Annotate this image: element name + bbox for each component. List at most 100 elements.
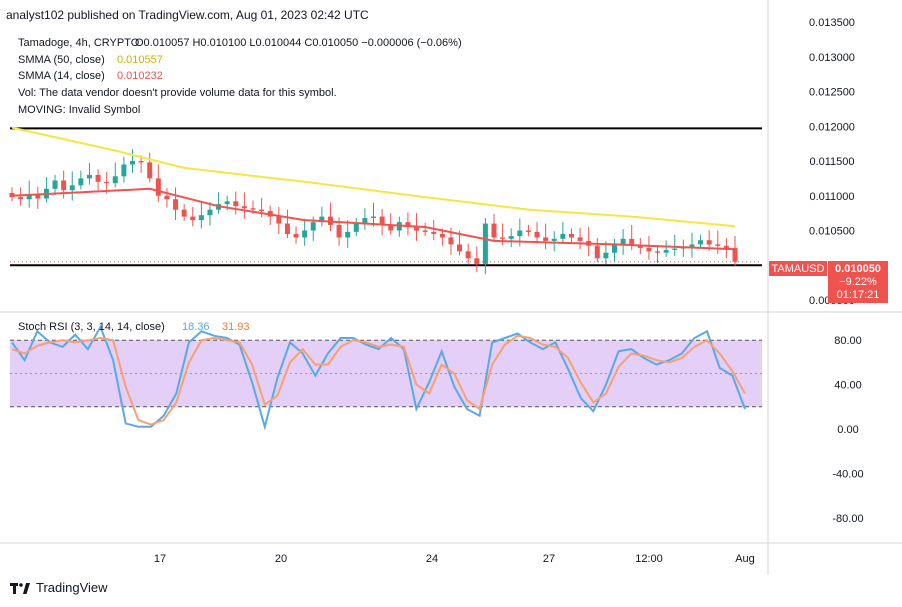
candle-body bbox=[53, 180, 58, 188]
candle-body bbox=[457, 244, 462, 251]
candle-body bbox=[664, 250, 669, 253]
candle-body bbox=[311, 222, 316, 230]
tradingview-logo-icon bbox=[10, 581, 30, 595]
time-tick-label: 17 bbox=[154, 553, 166, 565]
candle-body bbox=[96, 175, 101, 182]
footer-brand-label: TradingView bbox=[36, 580, 108, 595]
candle-body bbox=[371, 217, 376, 218]
rsi-legend-label: Stoch RSI (3, 3, 14, 14, close) bbox=[18, 321, 165, 333]
rsi-tick-label: 40.00 bbox=[834, 380, 862, 392]
candle-body bbox=[190, 217, 195, 220]
candle-body bbox=[543, 237, 548, 240]
candle-body bbox=[569, 234, 574, 237]
candle-body bbox=[156, 178, 161, 195]
time-tick-label: 12:00 bbox=[635, 553, 663, 565]
candle-body bbox=[113, 176, 118, 183]
candle-body bbox=[242, 206, 247, 208]
candle-body bbox=[337, 225, 342, 238]
price-tick-label: 0.011000 bbox=[809, 191, 854, 203]
rsi-tick-label: -80.00 bbox=[832, 513, 863, 525]
price-tick-label: 0.011500 bbox=[809, 156, 854, 168]
candle-body bbox=[207, 210, 212, 216]
rsi-tick-label: 80.00 bbox=[834, 335, 862, 347]
candle-body bbox=[130, 161, 135, 164]
candle-body bbox=[431, 232, 436, 234]
candle-body bbox=[621, 239, 626, 245]
rsi-legend-d-value: 31.93 bbox=[222, 321, 250, 333]
candle-body bbox=[294, 234, 299, 237]
candle-body bbox=[276, 217, 281, 224]
price-tick-label: 0.013000 bbox=[809, 52, 855, 64]
candle-body bbox=[578, 237, 583, 240]
candle-body bbox=[233, 201, 238, 206]
candle-body bbox=[354, 224, 359, 232]
legend-ohlc: O0.010057 H0.010100 L0.010044 C0.010050 … bbox=[135, 37, 462, 49]
candle-body bbox=[603, 253, 608, 259]
candle-body bbox=[517, 231, 522, 237]
candle-body bbox=[147, 162, 152, 178]
price-tick-label: 0.012500 bbox=[809, 87, 855, 99]
candle-body bbox=[492, 224, 497, 238]
legend-smma14-value: 0.010232 bbox=[117, 70, 163, 82]
candle-body bbox=[345, 232, 350, 238]
candle-body bbox=[474, 258, 479, 264]
candle-body bbox=[423, 231, 428, 232]
rsi-tick-label: -40.00 bbox=[832, 468, 863, 480]
price-tick-label: 0.012000 bbox=[809, 121, 855, 133]
chart-area: 0.013500 0.013000 0.012500 0.012000 0.011500… bbox=[0, 0, 902, 607]
candle-body bbox=[560, 234, 565, 239]
price-tick-label: 0.013500 bbox=[809, 17, 855, 29]
candle-body bbox=[715, 244, 720, 245]
symbol-tag-label: TAMAUSD bbox=[772, 263, 825, 275]
candle-body bbox=[612, 244, 617, 252]
candle-body bbox=[509, 236, 514, 239]
candle-body bbox=[526, 231, 531, 232]
price-tag-countdown: 01:17:21 bbox=[837, 289, 880, 301]
time-tick-label: 27 bbox=[543, 553, 555, 565]
candle-body bbox=[707, 240, 712, 244]
candle-body bbox=[672, 249, 677, 250]
candle-body bbox=[182, 210, 187, 217]
price-tag-change: −9.22% bbox=[839, 276, 877, 288]
rsi-tick-label: 0.00 bbox=[837, 424, 858, 436]
candle-body bbox=[173, 199, 178, 209]
publish-info: analyst102 published on TradingView.com,… bbox=[6, 8, 369, 22]
candle-body bbox=[259, 210, 264, 211]
legend-smma50-label: SMMA (50, close) bbox=[18, 54, 105, 66]
candle-body bbox=[164, 196, 169, 199]
candle-body bbox=[302, 231, 307, 238]
candle-body bbox=[535, 232, 540, 238]
candle-body bbox=[61, 180, 66, 190]
candle-body bbox=[139, 161, 144, 162]
candle-body bbox=[70, 185, 75, 190]
candle-body bbox=[500, 237, 505, 238]
candle-body bbox=[483, 224, 488, 264]
price-tick-label: 0.010500 bbox=[809, 226, 855, 238]
candle-body bbox=[595, 246, 600, 259]
candle-body bbox=[466, 251, 471, 258]
candle-body bbox=[78, 178, 83, 185]
candle-body bbox=[285, 224, 290, 234]
legend-smma50-value: 0.010557 bbox=[117, 54, 163, 66]
legend-moving: MOVING: Invalid Symbol bbox=[18, 104, 140, 116]
candle-body bbox=[87, 175, 92, 178]
candle-body bbox=[440, 234, 445, 237]
candle-body bbox=[18, 197, 23, 199]
rsi-legend-k-value: 18.36 bbox=[182, 321, 210, 333]
price-tag-price: 0.010050 bbox=[835, 263, 881, 275]
time-tick-label: Aug bbox=[735, 553, 755, 565]
candle-body bbox=[698, 240, 703, 244]
candle-body bbox=[251, 208, 256, 209]
time-tick-label: 20 bbox=[275, 553, 287, 565]
legend-title: Tamadoge, 4h, CRYPTO bbox=[18, 37, 140, 49]
time-tick-label: 24 bbox=[426, 553, 438, 565]
footer-brand: TradingView bbox=[10, 580, 108, 595]
candle-body bbox=[104, 182, 109, 183]
candle-body bbox=[724, 246, 729, 248]
legend-smma14-label: SMMA (14, close) bbox=[18, 70, 105, 82]
candle-body bbox=[121, 164, 126, 176]
candle-body bbox=[655, 251, 660, 252]
candle-body bbox=[448, 237, 453, 244]
candle-body bbox=[646, 248, 651, 251]
